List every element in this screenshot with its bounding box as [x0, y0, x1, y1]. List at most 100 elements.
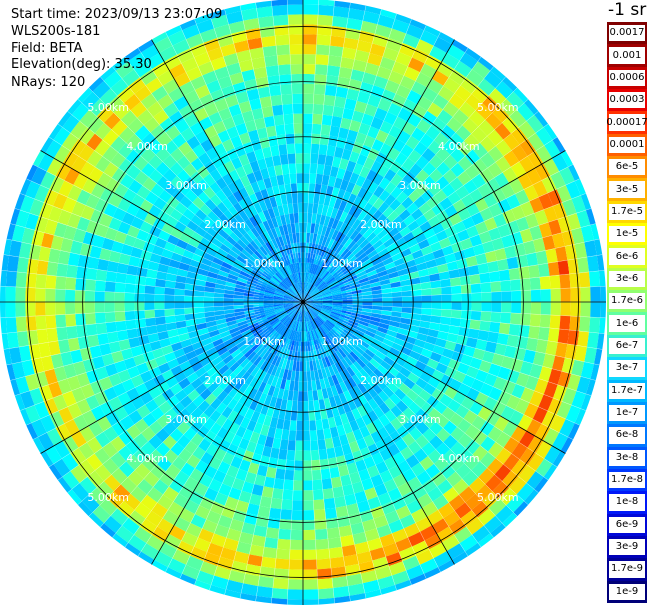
beta-cell — [254, 474, 266, 487]
beta-cell — [379, 469, 393, 484]
beta-cell — [346, 353, 357, 364]
beta-cell — [296, 183, 303, 194]
beta-cell — [249, 216, 259, 228]
beta-cell — [459, 101, 476, 118]
beta-cell — [466, 69, 484, 87]
beta-cell — [361, 178, 373, 191]
beta-cell — [164, 408, 178, 422]
beta-cell — [239, 270, 250, 278]
beta-cell — [188, 330, 200, 339]
beta-cell — [87, 116, 104, 134]
beta-cell — [456, 258, 468, 269]
beta-cell — [495, 80, 514, 99]
colorbar-cell: 1e-8 — [607, 491, 647, 514]
beta-cell — [340, 117, 352, 130]
beta-cell — [525, 213, 539, 229]
beta-cell — [303, 295, 311, 302]
beta-cell — [216, 322, 228, 330]
beta-cell — [456, 335, 468, 346]
beta-cell — [300, 341, 303, 352]
beta-cell — [294, 133, 303, 144]
beta-cell — [245, 27, 262, 41]
beta-cell — [87, 334, 100, 348]
beta-cell — [327, 135, 338, 147]
beta-cell — [78, 144, 95, 162]
beta-cell — [134, 463, 151, 479]
beta-cell — [407, 57, 425, 73]
beta-cell — [145, 317, 157, 327]
beta-cell — [334, 362, 343, 373]
beta-cell — [309, 173, 317, 184]
beta-cell — [273, 344, 281, 355]
beta-cell — [303, 14, 319, 25]
beta-cell — [488, 88, 507, 106]
beta-cell — [278, 325, 286, 335]
beta-cell — [329, 466, 341, 479]
beta-cell — [287, 0, 303, 5]
beta-cell — [349, 363, 360, 375]
beta-cell — [263, 394, 273, 406]
beta-cell — [164, 294, 175, 302]
beta-cell — [421, 478, 438, 494]
beta-cell — [293, 380, 299, 392]
beta-cell — [99, 376, 113, 391]
beta-cell — [226, 126, 239, 139]
beta-cell — [480, 436, 496, 452]
beta-cell — [49, 410, 65, 429]
beta-cell — [298, 381, 303, 392]
beta-cell — [5, 302, 16, 318]
ray-separator — [314, 344, 382, 595]
beta-cell — [283, 299, 294, 302]
beta-cell — [303, 420, 310, 431]
beta-cell — [195, 84, 211, 99]
beta-cell — [227, 273, 239, 281]
beta-cell — [410, 283, 422, 291]
beta-cell — [279, 282, 289, 290]
beta-cell — [184, 313, 196, 321]
beta-cell — [479, 451, 496, 468]
beta-cell — [287, 308, 296, 316]
beta-cell — [249, 544, 265, 557]
beta-cell — [448, 93, 466, 110]
beta-cell — [320, 124, 331, 136]
beta-cell — [344, 326, 355, 335]
beta-cell — [304, 331, 308, 342]
beta-cell — [529, 197, 544, 214]
beta-cell — [156, 175, 171, 190]
beta-cell — [383, 478, 398, 493]
beta-cell — [475, 103, 493, 120]
beta-cell — [303, 579, 319, 590]
beta-cell — [244, 348, 254, 359]
beta-cell — [275, 289, 285, 295]
beta-cell — [222, 239, 234, 250]
beta-cell — [520, 387, 535, 403]
beta-cell — [278, 528, 292, 540]
beta-cell — [277, 538, 291, 550]
beta-cell — [54, 222, 68, 238]
beta-cell — [28, 244, 42, 261]
beta-cell — [223, 293, 234, 299]
beta-cell — [176, 421, 191, 435]
beta-cell — [188, 356, 200, 367]
beta-cell — [138, 258, 150, 269]
beta-cell — [348, 512, 362, 526]
beta-cell — [66, 264, 78, 279]
beta-cell — [284, 293, 295, 298]
colorbar-tick-label: 0.001 — [609, 47, 645, 64]
beta-cell — [104, 363, 118, 377]
beta-cell — [460, 510, 478, 527]
beta-cell — [535, 339, 548, 354]
beta-cell — [253, 66, 268, 79]
beta-cell — [182, 366, 195, 378]
beta-cell — [412, 485, 428, 500]
beta-cell — [118, 461, 135, 478]
beta-cell — [347, 216, 357, 228]
beta-cell — [211, 237, 223, 248]
beta-cell — [122, 69, 140, 87]
beta-cell — [286, 290, 295, 297]
beta-cell — [223, 338, 235, 347]
beta-cell — [168, 110, 185, 126]
beta-cell — [391, 93, 407, 108]
beta-cell — [85, 279, 96, 292]
beta-cell — [471, 86, 489, 103]
